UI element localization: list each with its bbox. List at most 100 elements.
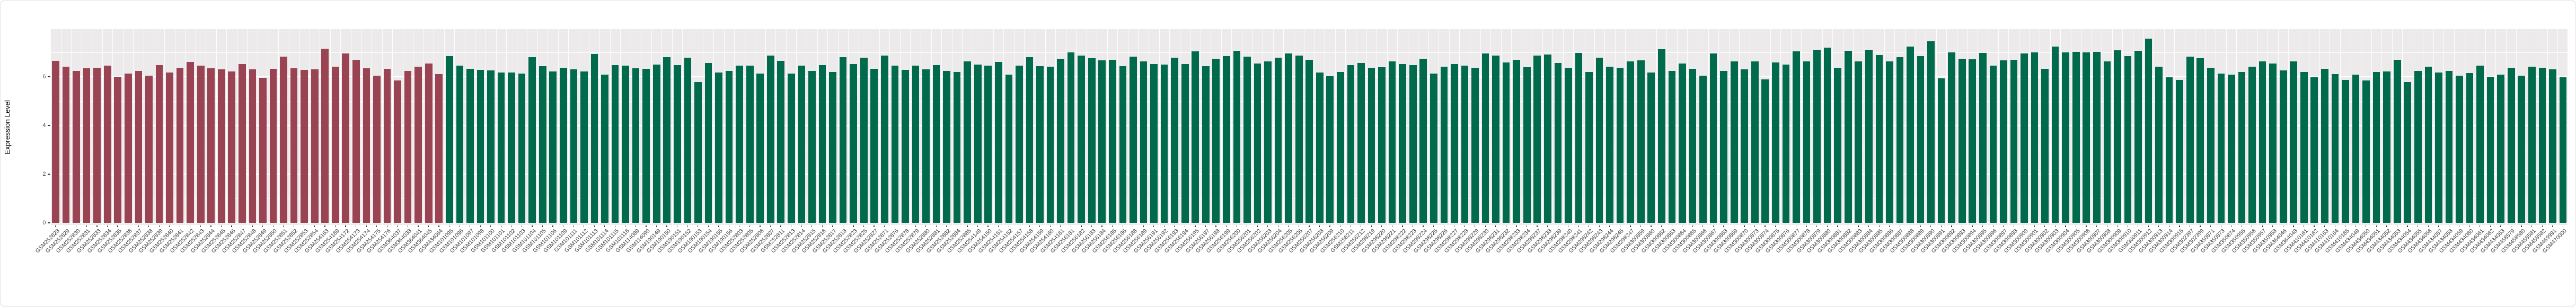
bar-slot xyxy=(2060,29,2071,225)
bar-slot xyxy=(2464,29,2476,225)
bar xyxy=(1679,64,1686,223)
bar-slot xyxy=(786,29,797,225)
bar-slot xyxy=(2361,29,2372,225)
bar-slot xyxy=(599,29,611,225)
bar xyxy=(1264,61,1272,223)
bar xyxy=(1927,41,1935,223)
bar xyxy=(2559,77,2567,223)
x-axis-tick xyxy=(749,225,751,227)
bar-slot xyxy=(1728,29,1740,225)
x-axis-tick xyxy=(1920,225,1921,227)
bar-slot xyxy=(537,29,549,225)
bar-slot xyxy=(578,29,590,225)
bar xyxy=(228,71,236,223)
bar xyxy=(1254,64,1261,223)
bar-slot xyxy=(1926,29,1937,225)
bar xyxy=(1192,51,1199,223)
x-axis-tick xyxy=(1816,225,1818,227)
bar-slot xyxy=(2247,29,2258,225)
bar xyxy=(756,73,764,223)
bar-slot xyxy=(651,29,663,225)
bar-slot xyxy=(2008,29,2019,225)
bar xyxy=(2010,59,2018,223)
bar-slot xyxy=(2081,29,2092,225)
bar xyxy=(1471,68,1479,223)
bar-slot xyxy=(1449,29,1460,225)
x-axis-tick xyxy=(822,225,823,227)
bar-slot xyxy=(2423,29,2434,225)
bar-slot xyxy=(1542,29,1554,225)
x-axis-tick xyxy=(987,225,989,227)
bar-slot xyxy=(257,29,269,225)
y-tick-label: 2 xyxy=(42,170,46,177)
bar xyxy=(135,70,143,223)
bar xyxy=(766,55,774,223)
bar-slot xyxy=(402,29,414,225)
bar-slot xyxy=(775,29,787,225)
bar xyxy=(1699,76,1707,223)
bar xyxy=(1160,64,1168,223)
bar-slot xyxy=(1314,29,1326,225)
x-axis-tick xyxy=(1609,225,1610,227)
bar-slot xyxy=(1138,29,1149,225)
bar xyxy=(2466,73,2474,223)
x-axis-tick xyxy=(925,225,927,227)
bar-slot xyxy=(1127,29,1139,225)
bar-slot xyxy=(174,29,186,225)
bar xyxy=(1979,52,1987,223)
bar-slot xyxy=(993,29,1004,225)
bar-slot xyxy=(1076,29,1087,225)
bar-slot xyxy=(81,29,93,225)
bar-slot xyxy=(1024,29,1035,225)
bar-slot xyxy=(1190,29,1201,225)
bar-slot xyxy=(568,29,579,225)
bar xyxy=(1741,69,1749,223)
bar-slot xyxy=(889,29,901,225)
bar xyxy=(1803,61,1811,223)
x-axis-tick xyxy=(1754,225,1755,227)
bar xyxy=(1969,59,1977,223)
bar xyxy=(2456,75,2463,223)
bar-slot xyxy=(2350,29,2362,225)
bar xyxy=(1855,61,1863,223)
bar-slot xyxy=(558,29,569,225)
bar xyxy=(1834,68,1841,223)
x-axis-tick xyxy=(708,225,709,227)
x-axis-tick xyxy=(55,225,56,227)
bar xyxy=(1647,72,1655,223)
bar-slot xyxy=(527,29,538,225)
bar xyxy=(311,69,319,223)
bar xyxy=(1223,56,1230,223)
bar-slot xyxy=(1480,29,1492,225)
bar-slot xyxy=(1956,29,1968,225)
bar xyxy=(1554,63,1562,223)
bar xyxy=(539,66,546,223)
bar xyxy=(912,66,920,223)
x-axis-tick xyxy=(1640,225,1642,227)
bar xyxy=(352,59,360,223)
bar xyxy=(725,70,733,223)
bar-slot xyxy=(2495,29,2507,225)
bar-slot xyxy=(133,29,144,225)
minor-gridline xyxy=(50,52,2568,53)
bar-slot xyxy=(102,29,113,225)
x-axis-tick xyxy=(200,225,201,227)
bar xyxy=(1481,53,1489,223)
x-axis-tick xyxy=(1329,225,1330,227)
bar-slot xyxy=(1884,29,1895,225)
bar xyxy=(2435,72,2442,223)
bar-slot xyxy=(164,29,175,225)
bar-slot xyxy=(1988,29,1999,225)
bar xyxy=(321,48,329,223)
bar-slot xyxy=(1894,29,1905,225)
bar xyxy=(902,70,909,223)
bar xyxy=(601,74,608,223)
bar-slot xyxy=(869,29,880,225)
bar-slot xyxy=(1936,29,1947,225)
bar-slot xyxy=(1511,29,1522,225)
bar xyxy=(559,67,567,223)
bar-slot xyxy=(941,29,952,225)
x-axis-tick xyxy=(2324,225,2325,227)
bar-slot xyxy=(837,29,849,225)
bar-slot xyxy=(755,29,766,225)
